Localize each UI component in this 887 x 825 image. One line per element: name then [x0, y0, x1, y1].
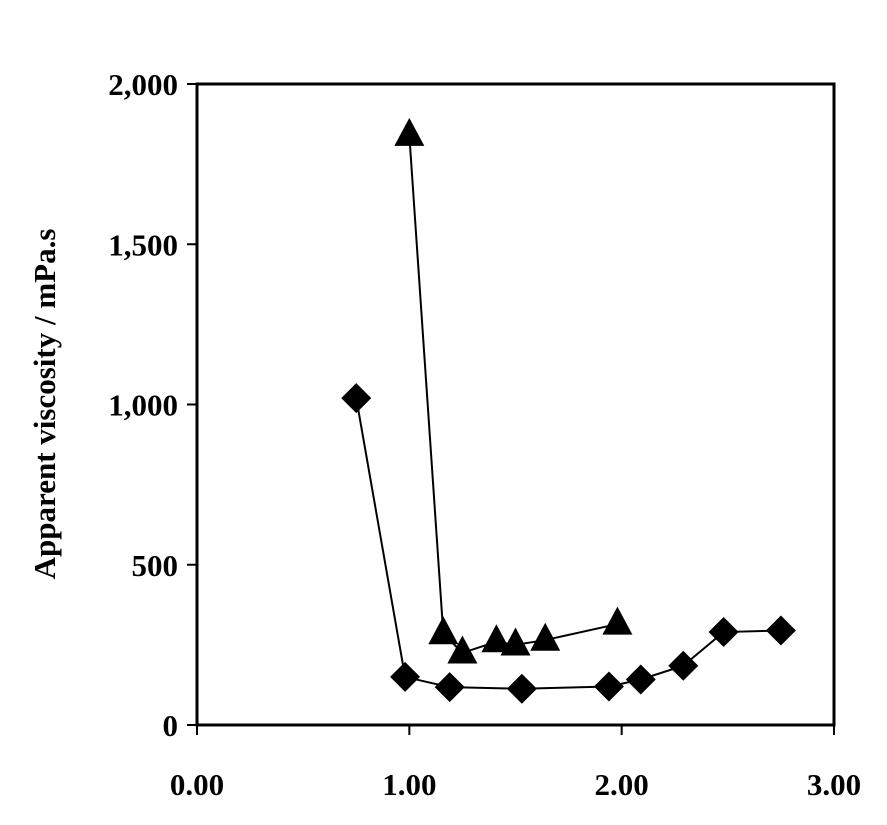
data-point-diamond	[668, 650, 699, 681]
data-point-triangle	[428, 616, 459, 645]
x-tick-label: 3.00	[807, 767, 861, 802]
series-triangle	[394, 117, 633, 664]
series-layer	[341, 117, 796, 704]
x-tick-label: 0.00	[170, 767, 224, 802]
data-point-diamond	[434, 672, 465, 703]
data-point-diamond	[506, 673, 537, 704]
y-tick-label: 1,500	[108, 227, 178, 262]
y-axis: 0 500 1,000 1,500 2,000	[108, 67, 197, 743]
y-tick-label: 500	[132, 548, 179, 583]
data-point-triangle	[481, 624, 512, 653]
data-point-diamond	[593, 671, 624, 702]
data-point-triangle	[602, 606, 633, 635]
y-tick-label: 0	[163, 708, 179, 743]
data-point-diamond	[625, 664, 656, 695]
x-axis: 0.00 1.00 2.00 3.00	[170, 725, 861, 802]
data-point-triangle	[500, 627, 531, 656]
x-tick-label: 1.00	[382, 767, 436, 802]
data-point-triangle	[394, 117, 425, 146]
data-point-diamond	[708, 617, 739, 648]
series-line	[408, 135, 618, 655]
x-tick-label: 2.00	[595, 767, 649, 802]
data-point-triangle	[447, 635, 478, 664]
data-point-diamond	[765, 615, 796, 646]
data-point-diamond	[390, 661, 421, 692]
y-tick-label: 1,000	[108, 388, 178, 423]
data-point-diamond	[341, 383, 372, 414]
series-diamond	[341, 383, 796, 704]
y-tick-label: 2,000	[108, 67, 178, 102]
series-line	[355, 397, 781, 690]
data-point-triangle	[530, 622, 561, 651]
y-axis-title: Apparent viscosity / mPa.s	[27, 229, 62, 580]
